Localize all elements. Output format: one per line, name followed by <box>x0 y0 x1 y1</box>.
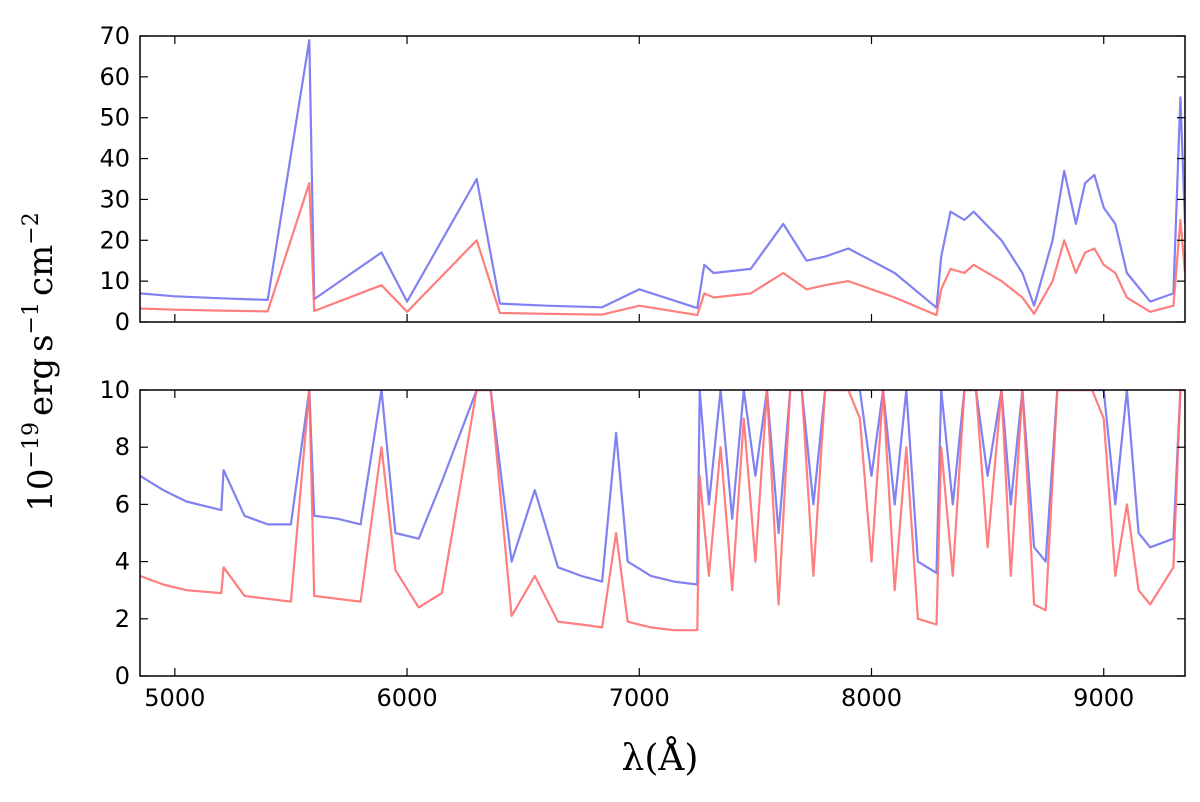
x-tick-label: 8000 <box>841 684 902 712</box>
y-tick-label: 50 <box>99 104 130 132</box>
y-tick-label: 30 <box>99 185 130 213</box>
y-tick-label: 8 <box>115 433 130 461</box>
y-tick-label: 0 <box>115 662 130 690</box>
blue-spectrum-line <box>140 38 1185 310</box>
bottom-panel: 0 2 4 6 8 10 5000 6000 7000 8000 9000 <box>99 376 1186 712</box>
y-tick-label: 60 <box>99 63 130 91</box>
x-tick-label: 5000 <box>144 684 205 712</box>
red-spectrum-line <box>140 390 1185 632</box>
red-spectrum-line <box>140 182 1185 317</box>
x-tick-label: 7000 <box>609 684 670 712</box>
y-tick-label: 0 <box>115 308 130 336</box>
x-axis-label: λ(Å) <box>622 737 699 779</box>
top-panel: 0 10 20 30 40 50 60 70 <box>99 22 1186 336</box>
x-tick-label: 9000 <box>1073 684 1134 712</box>
y-tick-label: 4 <box>115 548 130 576</box>
y-tick-label: 6 <box>115 490 130 518</box>
y-axis-label: 10−19ergs−1cm−2 <box>19 212 61 511</box>
x-tick-label: 6000 <box>377 684 438 712</box>
y-tick-label: 40 <box>99 145 130 173</box>
plot-frame <box>139 389 1186 677</box>
blue-spectrum-line <box>140 390 1185 586</box>
y-tick-label: 70 <box>99 22 130 50</box>
y-tick-label: 20 <box>99 226 130 254</box>
y-tick-label: 2 <box>115 605 130 633</box>
y-tick-label: 10 <box>99 267 130 295</box>
plot-frame <box>139 35 1186 323</box>
y-tick-label: 10 <box>99 376 130 404</box>
